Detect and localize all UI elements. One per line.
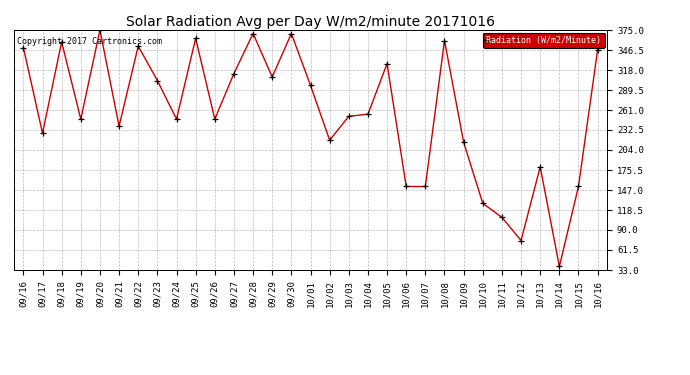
Radiation (W/m2/Minute) — [460, 140, 468, 144]
Radiation (W/m2/Minute) — [268, 75, 277, 79]
Radiation (W/m2/Minute) — [440, 38, 449, 43]
Radiation (W/m2/Minute) — [172, 117, 181, 122]
Radiation (W/m2/Minute) — [574, 184, 582, 189]
Radiation (W/m2/Minute) — [536, 165, 544, 169]
Radiation (W/m2/Minute) — [19, 45, 28, 50]
Radiation (W/m2/Minute) — [115, 124, 124, 128]
Radiation (W/m2/Minute) — [153, 78, 161, 83]
Radiation (W/m2/Minute) — [517, 238, 525, 243]
Radiation (W/m2/Minute) — [96, 28, 104, 32]
Radiation (W/m2/Minute) — [77, 117, 85, 122]
Radiation (W/m2/Minute) — [497, 215, 506, 220]
Radiation (W/m2/Minute) — [287, 31, 295, 36]
Legend: Radiation (W/m2/Minute): Radiation (W/m2/Minute) — [483, 33, 604, 48]
Text: Copyright 2017 Cartronics.com: Copyright 2017 Cartronics.com — [17, 37, 161, 46]
Radiation (W/m2/Minute) — [421, 184, 429, 189]
Radiation (W/m2/Minute) — [39, 131, 47, 135]
Radiation (W/m2/Minute) — [249, 31, 257, 36]
Radiation (W/m2/Minute) — [364, 112, 372, 117]
Radiation (W/m2/Minute) — [192, 36, 200, 40]
Radiation (W/m2/Minute) — [593, 47, 602, 52]
Radiation (W/m2/Minute) — [230, 71, 238, 76]
Radiation (W/m2/Minute) — [306, 83, 315, 88]
Radiation (W/m2/Minute) — [555, 264, 564, 269]
Radiation (W/m2/Minute) — [210, 117, 219, 122]
Radiation (W/m2/Minute) — [57, 40, 66, 44]
Radiation (W/m2/Minute) — [402, 184, 411, 189]
Radiation (W/m2/Minute) — [479, 201, 487, 206]
Radiation (W/m2/Minute) — [344, 114, 353, 118]
Radiation (W/m2/Minute) — [134, 44, 142, 48]
Title: Solar Radiation Avg per Day W/m2/minute 20171016: Solar Radiation Avg per Day W/m2/minute … — [126, 15, 495, 29]
Radiation (W/m2/Minute) — [383, 62, 391, 66]
Radiation (W/m2/Minute) — [326, 138, 334, 142]
Line: Radiation (W/m2/Minute): Radiation (W/m2/Minute) — [21, 27, 600, 269]
